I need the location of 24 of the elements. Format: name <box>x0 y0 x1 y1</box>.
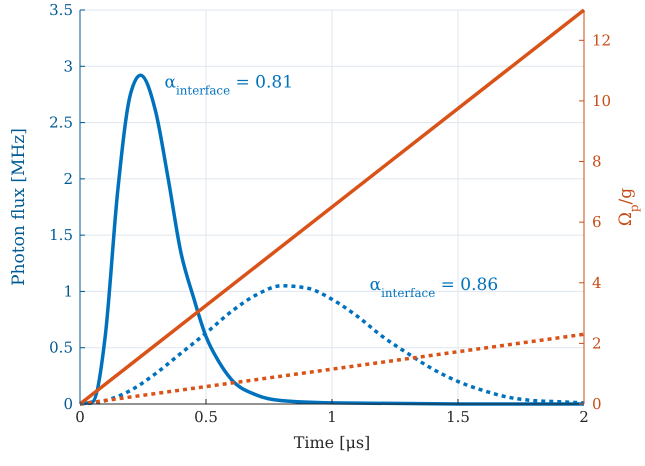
y2-tick-label: 6 <box>592 213 602 232</box>
y-tick-label: 1 <box>63 282 73 300</box>
x-tick-label: 2 <box>579 408 589 426</box>
x-tick-label: 1 <box>327 408 337 426</box>
y2-tick-label: 4 <box>592 274 602 292</box>
annotation: α$_{interface}$ = 0.86 <box>370 274 498 300</box>
y-tick-label: 2.5 <box>49 114 73 132</box>
annotation: α$_{interface}$ = 0.81 <box>164 72 294 98</box>
y2-tick-label: 10 <box>592 92 612 110</box>
x-axis-title: Time [μs] <box>294 433 370 452</box>
x-tick-label: 0 <box>75 408 85 426</box>
y-tick-label: 1.5 <box>49 226 73 244</box>
y2-tick-label: 12 <box>592 31 612 50</box>
y-tick-label: 0.5 <box>49 338 73 357</box>
y-tick-label: 0 <box>63 395 73 413</box>
y2-tick-label: 0 <box>592 395 602 413</box>
y-tick-label: 3 <box>63 57 73 76</box>
x-tick-label: 1.5 <box>446 408 470 426</box>
y-axis-title: Photon flux [MHz] <box>9 128 29 286</box>
x-tick-label: 0.5 <box>194 408 218 426</box>
y2-tick-label: 2 <box>592 334 602 352</box>
y-tick-label: 2 <box>63 170 73 188</box>
y2-tick-label: 8 <box>592 152 602 171</box>
y-tick-label: 3.5 <box>49 1 73 19</box>
